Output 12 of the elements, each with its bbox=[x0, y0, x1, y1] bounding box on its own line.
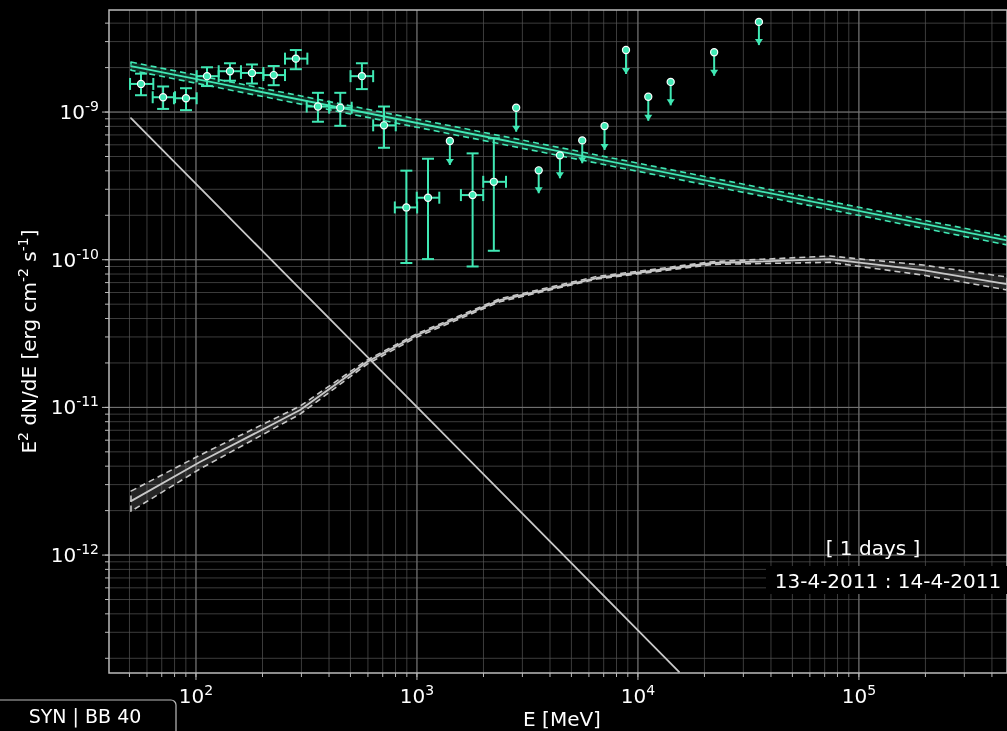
x-tick-label: 10$^{4}$ bbox=[620, 682, 656, 708]
x-tick-label: 10$^{3}$ bbox=[399, 682, 435, 708]
annotation: [ 1 days ] bbox=[825, 536, 921, 560]
y-tick-label: 10$^{-12}$ bbox=[50, 541, 99, 568]
annotation: 13-4-2011 : 14-4-2011 bbox=[774, 569, 1002, 593]
x-axis-title: E [MeV] bbox=[523, 707, 601, 731]
y-tick-label: 10$^{-9}$ bbox=[59, 98, 99, 125]
y-tick-label: 10$^{-10}$ bbox=[50, 245, 99, 272]
x-tick-label: 10$^{5}$ bbox=[841, 682, 877, 708]
y-tick-label: 10$^{-11}$ bbox=[50, 393, 99, 420]
text: SYN | BB 40 bbox=[28, 705, 142, 728]
x-tick-label: 10$^{2}$ bbox=[178, 682, 214, 708]
